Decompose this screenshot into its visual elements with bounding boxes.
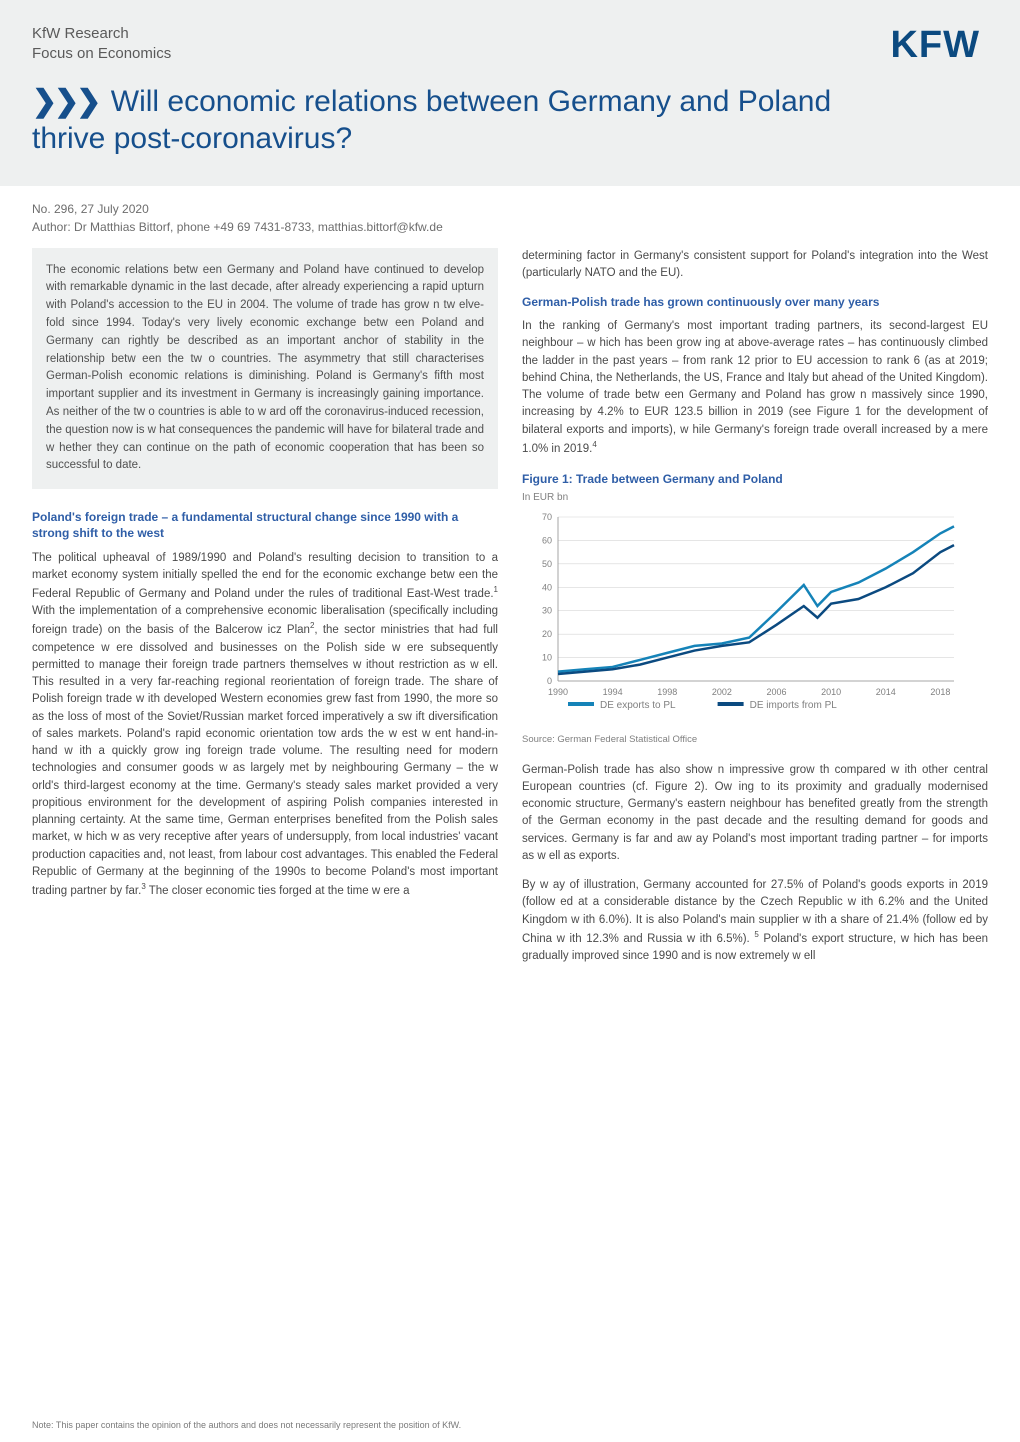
footnote-ref: 1 [494, 585, 498, 594]
svg-text:1998: 1998 [657, 687, 677, 697]
svg-text:2010: 2010 [821, 687, 841, 697]
body-paragraph: By w ay of illustration, Germany account… [522, 877, 988, 965]
author-line: Author: Dr Matthias Bittorf, phone +49 6… [32, 220, 988, 234]
svg-text:2002: 2002 [712, 687, 732, 697]
svg-text:60: 60 [542, 535, 552, 545]
figure-1-subcaption: In EUR bn [522, 490, 988, 505]
title-text: Will economic relations between Germany … [32, 85, 831, 156]
body-columns: The economic relations betw een Germany … [0, 240, 1020, 978]
svg-text:50: 50 [542, 559, 552, 569]
issue-number: No. 296, 27 July 2020 [32, 202, 988, 216]
line-chart-svg: 0 10 20 30 40 50 60 70 1990 1994 1998 2002 2006 2010 2… [522, 511, 962, 721]
kicker-line-1: KfW Research [32, 24, 988, 44]
figure-1-chart: 0 10 20 30 40 50 60 70 1990 1994 1998 2002 2006 2010 2… [522, 511, 988, 727]
body-paragraph: German-Polish trade has also show n impr… [522, 762, 988, 866]
header-band: KfW Research Focus on Economics KFW ❯❯❯ … [0, 0, 1020, 186]
svg-text:20: 20 [542, 629, 552, 639]
section-heading-2: German-Polish trade has grown continuous… [522, 294, 988, 310]
body-text: , the sector ministries that had full co… [32, 624, 498, 897]
svg-text:2018: 2018 [930, 687, 950, 697]
body-text: The closer economic ties forged at the t… [146, 885, 410, 897]
svg-text:DE imports from PL: DE imports from PL [750, 700, 838, 711]
body-paragraph: The political upheaval of 1989/1990 and … [32, 550, 498, 900]
svg-text:10: 10 [542, 653, 552, 663]
svg-text:2014: 2014 [876, 687, 896, 697]
kicker-line-2: Focus on Economics [32, 44, 988, 64]
footnote-ref: 4 [592, 440, 596, 449]
figure-1-caption: Figure 1: Trade between Germany and Pola… [522, 470, 988, 488]
page-footnote: Note: This paper contains the opinion of… [32, 1420, 461, 1430]
chevron-right-icon: ❯❯❯ [32, 85, 98, 118]
svg-text:70: 70 [542, 512, 552, 522]
body-text: In the ranking of Germany's most importa… [522, 320, 988, 455]
left-column: The economic relations betw een Germany … [32, 248, 498, 978]
svg-text:1990: 1990 [548, 687, 568, 697]
svg-text:1994: 1994 [603, 687, 623, 697]
right-column: determining factor in Germany's consiste… [522, 248, 988, 978]
svg-text:30: 30 [542, 606, 552, 616]
meta-block: No. 296, 27 July 2020 Author: Dr Matthia… [0, 186, 1020, 240]
body-paragraph: determining factor in Germany's consiste… [522, 248, 988, 283]
page-title: ❯❯❯ Will economic relations between Germ… [32, 83, 912, 158]
section-heading-1: Poland's foreign trade – a fundamental s… [32, 509, 498, 541]
kfw-logo: KFW [890, 24, 980, 67]
body-text: The political upheaval of 1989/1990 and … [32, 552, 498, 600]
body-paragraph: In the ranking of Germany's most importa… [522, 318, 988, 458]
svg-text:2006: 2006 [766, 687, 786, 697]
kicker: KfW Research Focus on Economics [32, 24, 988, 65]
svg-text:0: 0 [547, 676, 552, 686]
svg-text:DE exports to PL: DE exports to PL [600, 700, 676, 711]
svg-text:40: 40 [542, 582, 552, 592]
figure-1-source: Source: German Federal Statistical Offic… [522, 733, 988, 747]
abstract-box: The economic relations betw een Germany … [32, 248, 498, 490]
